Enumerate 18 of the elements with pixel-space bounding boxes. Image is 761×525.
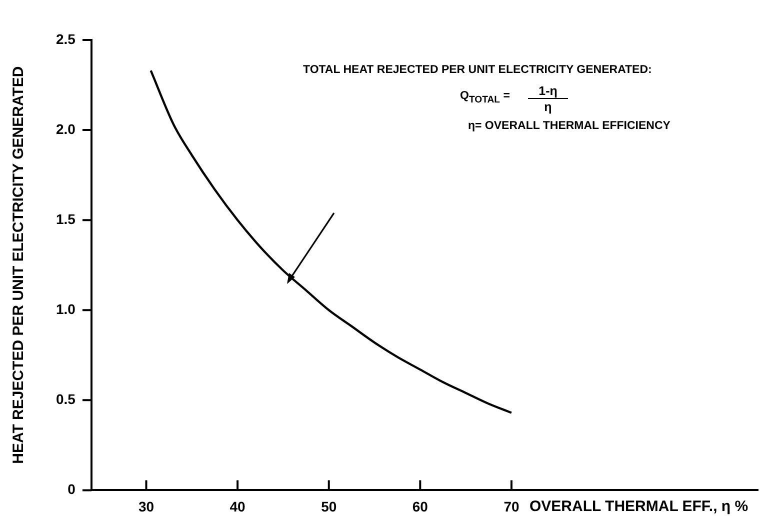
x-tick-label: 60	[412, 498, 428, 514]
y-axis-title: HEAT REJECTED PER UNIT ELECTRICITY GENERATED	[10, 66, 28, 464]
annotation: 1-η	[528, 84, 568, 99]
y-tick-label: 0.5	[56, 391, 76, 408]
y-tick-label: 1.0	[56, 300, 76, 317]
annotation: η= OVERALL THERMAL EFFICIENCY	[468, 120, 670, 132]
annotation: Q$_{TOTAL}$ =	[460, 90, 510, 106]
y-tick-label: 1.5	[56, 210, 76, 227]
x-axis-title: OVERALL THERMAL EFF., η %	[529, 498, 748, 515]
x-tick-label: 30	[138, 498, 154, 514]
x-tick-label: 50	[321, 498, 337, 514]
y-tick-label: 0	[68, 481, 76, 498]
annotation: η	[543, 100, 553, 114]
y-tick-label: 2.5	[56, 30, 76, 47]
x-tick-label: 70	[504, 498, 520, 514]
y-tick-label: 2.0	[56, 120, 76, 137]
x-tick-label: 40	[230, 498, 246, 514]
annotation: TOTAL HEAT REJECTED PER UNIT ELECTRICITY GENERATED:	[303, 64, 652, 76]
